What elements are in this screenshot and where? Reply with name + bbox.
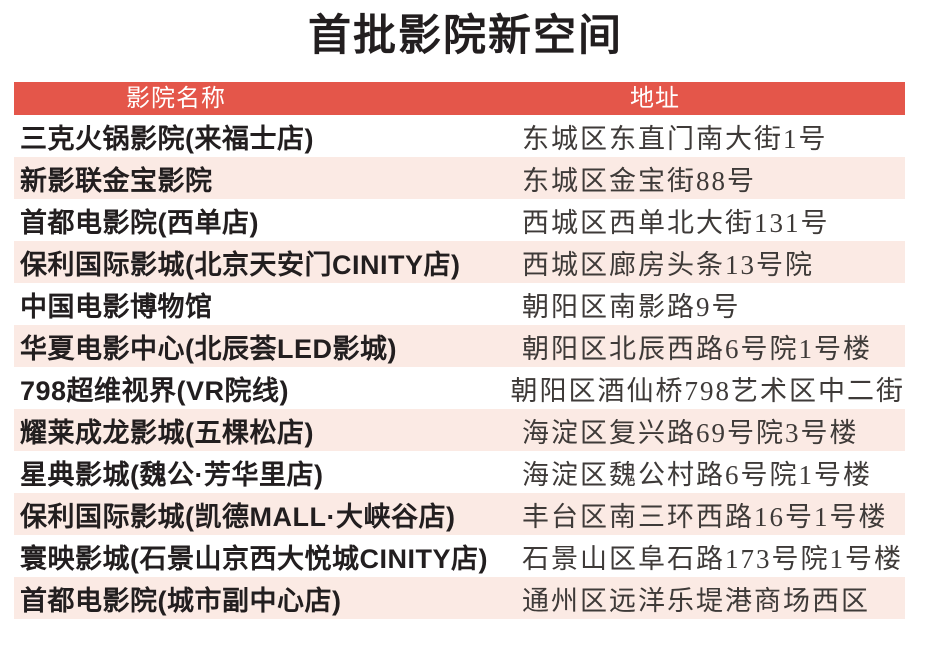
cinema-address-cell: 西城区廊房头条13号院: [522, 249, 814, 280]
cinema-address-cell: 东城区金宝街88号: [522, 165, 756, 196]
cinema-name-cell: 首都电影院(城市副中心店): [20, 585, 342, 616]
table-row: 耀莱成龙影城(五棵松店) 海淀区复兴路69号院3号楼: [14, 409, 905, 451]
cinema-address-cell: 朝阳区酒仙桥798艺术区中二街: [510, 375, 905, 406]
cinema-table: 影院名称 地址 三克火锅影院(来福士店) 东城区东直门南大街1号 新影联金宝影院…: [14, 82, 905, 619]
table-row: 中国电影博物馆 朝阳区南影路9号: [14, 283, 905, 325]
cinema-address-cell: 朝阳区北辰西路6号院1号楼: [522, 333, 872, 364]
cinema-name-cell: 保利国际影城(凯德MALL·大峡谷店): [20, 501, 456, 532]
cinema-address-cell: 西城区西单北大街131号: [522, 207, 830, 238]
cinema-name-cell: 新影联金宝影院: [20, 165, 213, 196]
cinema-name-cell: 寰映影城(石景山京西大悦城CINITY店): [20, 543, 488, 574]
cinema-address-cell: 丰台区南三环西路16号1号楼: [522, 501, 888, 532]
cinema-name-cell: 保利国际影城(北京天安门CINITY店): [20, 249, 461, 280]
cinema-address-cell: 海淀区魏公村路6号院1号楼: [522, 459, 872, 490]
table-row: 寰映影城(石景山京西大悦城CINITY店) 石景山区阜石路173号院1号楼: [14, 535, 905, 577]
cinema-address-cell: 海淀区复兴路69号院3号楼: [522, 417, 859, 448]
page-title: 首批影院新空间: [308, 12, 623, 60]
table-row: 798超维视界(VR院线) 朝阳区酒仙桥798艺术区中二街: [14, 367, 905, 409]
column-header-cinema-name: 影院名称: [126, 85, 226, 112]
cinema-address-cell: 通州区远洋乐堤港商场西区: [522, 585, 870, 616]
cinema-address-cell: 石景山区阜石路173号院1号楼: [522, 543, 903, 574]
cinema-name-cell: 中国电影博物馆: [20, 291, 213, 322]
table-body: 三克火锅影院(来福士店) 东城区东直门南大街1号 新影联金宝影院 东城区金宝街8…: [14, 115, 905, 619]
table-row: 首都电影院(城市副中心店) 通州区远洋乐堤港商场西区: [14, 577, 905, 619]
cinema-address-cell: 朝阳区南影路9号: [522, 291, 741, 322]
table-row: 保利国际影城(北京天安门CINITY店) 西城区廊房头条13号院: [14, 241, 905, 283]
cinema-address-cell: 东城区东直门南大街1号: [522, 123, 828, 154]
table-row: 保利国际影城(凯德MALL·大峡谷店) 丰台区南三环西路16号1号楼: [14, 493, 905, 535]
cinema-name-cell: 三克火锅影院(来福士店): [20, 123, 314, 154]
cinema-name-cell: 耀莱成龙影城(五棵松店): [20, 417, 314, 448]
cinema-name-cell: 首都电影院(西单店): [20, 207, 259, 238]
table-header-row: 影院名称 地址: [14, 82, 905, 115]
table-row: 三克火锅影院(来福士店) 东城区东直门南大街1号: [14, 115, 905, 157]
table-row: 新影联金宝影院 东城区金宝街88号: [14, 157, 905, 199]
cinema-name-cell: 华夏电影中心(北辰荟LED影城): [20, 333, 397, 364]
table-row: 首都电影院(西单店) 西城区西单北大街131号: [14, 199, 905, 241]
cinema-name-cell: 798超维视界(VR院线): [20, 375, 290, 406]
cinema-name-cell: 星典影城(魏公·芳华里店): [20, 459, 324, 490]
column-header-address: 地址: [630, 85, 680, 112]
page: 首批影院新空间 影院名称 地址 三克火锅影院(来福士店) 东城区东直门南大街1号…: [14, 12, 905, 619]
table-row: 华夏电影中心(北辰荟LED影城) 朝阳区北辰西路6号院1号楼: [14, 325, 905, 367]
table-row: 星典影城(魏公·芳华里店) 海淀区魏公村路6号院1号楼: [14, 451, 905, 493]
